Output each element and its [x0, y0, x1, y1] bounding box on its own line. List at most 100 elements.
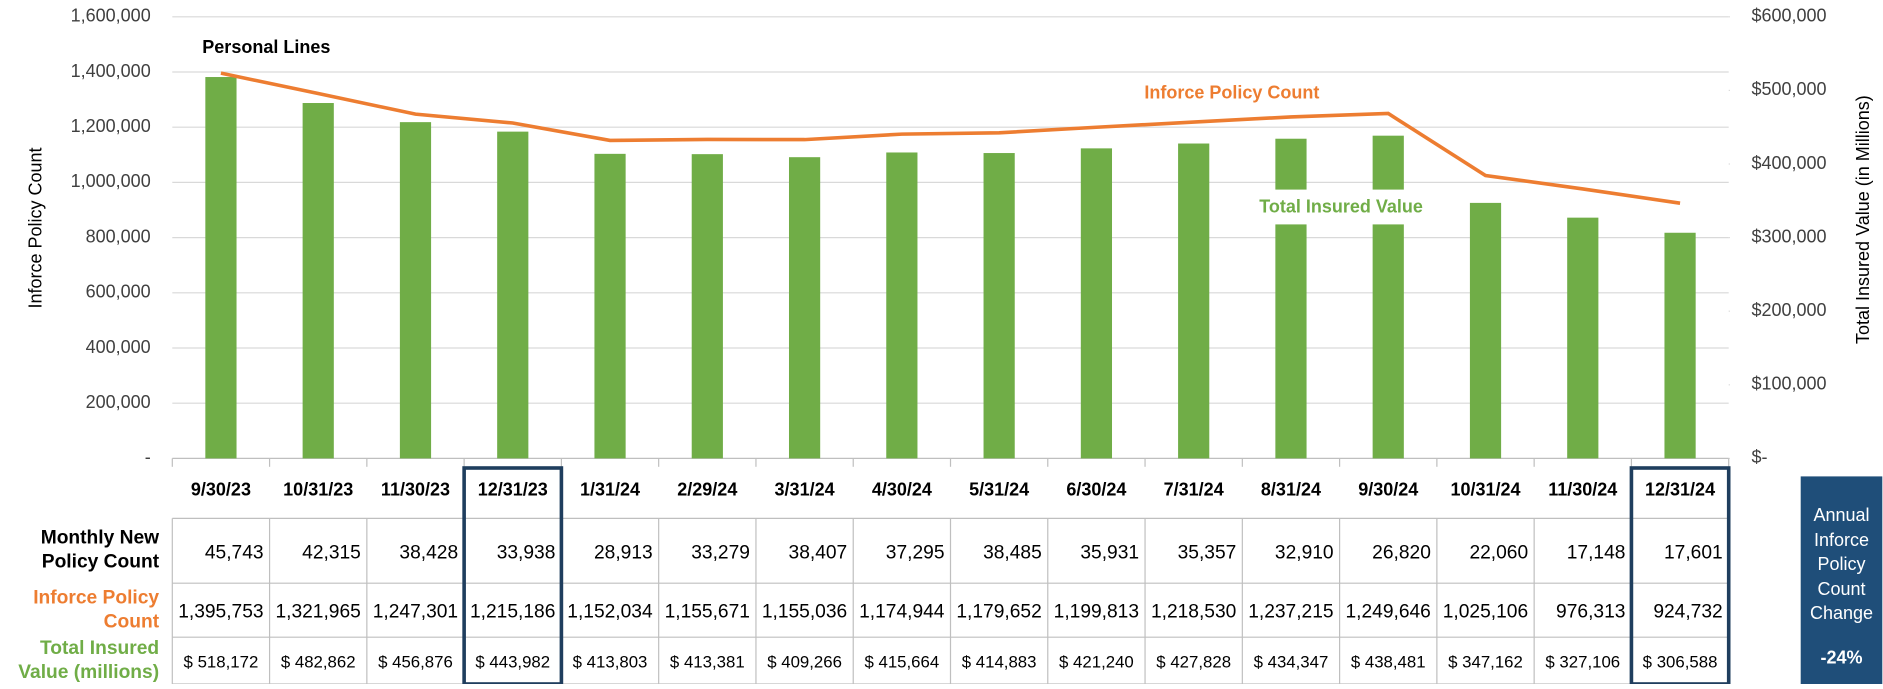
label-bg	[1251, 189, 1432, 225]
bar	[983, 153, 1015, 459]
table-cell: $ 413,381	[670, 652, 745, 671]
table-cell: 1,174,944	[859, 602, 945, 623]
side-label-box: Annual Inforce Policy Count Change	[1809, 505, 1874, 624]
table-cell: 1,321,965	[275, 602, 360, 623]
table-cell: 38,407	[789, 542, 848, 563]
y2-tick-label: $600,000	[1752, 6, 1827, 26]
line	[220, 71, 1681, 205]
row-label-box: Total Insured Value (millions)	[18, 637, 160, 683]
y2-tick-label: $400,000	[1752, 153, 1827, 173]
column-header: 5/31/24	[969, 480, 1029, 500]
bar	[594, 153, 626, 459]
table-cell: 45,743	[205, 542, 264, 563]
y-tick-label: 1,200,000	[71, 116, 151, 136]
y2-tick-label: $200,000	[1752, 300, 1827, 320]
bar	[302, 103, 334, 459]
side-label: Annual Inforce Policy Count Change	[1809, 505, 1874, 624]
table-cell: 35,357	[1178, 542, 1237, 563]
grid	[172, 16, 1729, 404]
table-cell: $ 482,862	[281, 652, 356, 671]
bar	[1567, 217, 1599, 459]
table-cell: $ 427,828	[1156, 652, 1231, 671]
series-label: Total Insured Value	[1259, 196, 1423, 216]
column-header: 1/31/24	[580, 480, 640, 500]
column-header: 10/31/23	[283, 480, 353, 500]
table-cell: $ 518,172	[184, 652, 259, 671]
column-header: 4/30/24	[872, 480, 932, 500]
column-header: 12/31/23	[478, 480, 548, 500]
column-header: 12/31/24	[1645, 480, 1715, 500]
table-cell: $ 413,803	[573, 652, 648, 671]
bar	[1178, 143, 1210, 459]
table-cell: 38,485	[983, 542, 1042, 563]
table-cell: $ 306,588	[1643, 652, 1718, 671]
table-cell: $ 327,106	[1545, 652, 1620, 671]
bar	[399, 122, 432, 459]
table-cell: 38,428	[399, 542, 458, 563]
table-cell: $ 456,876	[378, 652, 453, 671]
y-tick-label: 1,400,000	[71, 61, 151, 81]
column-header: 6/30/24	[1066, 480, 1126, 500]
table-cell: 1,179,652	[956, 602, 1041, 623]
table-cell: 1,237,215	[1248, 602, 1333, 623]
bar	[886, 152, 918, 459]
y-tick-label: 1,600,000	[71, 6, 151, 26]
table-cell: 17,601	[1664, 542, 1723, 563]
row-label: Inforce Policy Count	[33, 587, 160, 632]
table-cell: 32,910	[1275, 542, 1334, 563]
table-cell: 924,732	[1653, 602, 1722, 623]
table-cell: 37,295	[886, 542, 945, 563]
table-cell: 1,152,034	[567, 602, 653, 623]
table-cell: 33,938	[497, 542, 556, 563]
bar	[1080, 148, 1113, 459]
table-cell: $ 421,240	[1059, 652, 1134, 671]
bar	[691, 154, 723, 459]
table-cell: $ 434,347	[1254, 652, 1329, 671]
bar	[788, 157, 821, 459]
bar	[1664, 232, 1696, 459]
column-header: 9/30/23	[191, 480, 251, 500]
y2-tick-label: $100,000	[1752, 374, 1827, 394]
table-cell: $ 438,481	[1351, 652, 1426, 671]
table-cell: 28,913	[594, 542, 653, 563]
column-header: 2/29/24	[677, 480, 737, 500]
chart-title: Personal Lines	[202, 37, 330, 57]
table-cell: $ 414,883	[962, 652, 1037, 671]
table-cell: 1,395,753	[178, 602, 263, 623]
column-header: 7/31/24	[1164, 480, 1224, 500]
y-tick-label: 400,000	[86, 337, 151, 357]
table-cell: 1,249,646	[1346, 602, 1431, 623]
table-cell: 976,313	[1556, 602, 1625, 623]
column-header: 11/30/23	[381, 480, 450, 500]
table-cell: 1,155,671	[665, 602, 750, 623]
y2-tick-label: $500,000	[1752, 79, 1827, 99]
y2-axis-label: Total Insured Value (in Millions)	[1853, 95, 1873, 344]
table-cell: 1,218,530	[1151, 602, 1236, 623]
table-cell: 1,025,106	[1443, 602, 1528, 623]
row-label: Monthly New Policy Count	[40, 528, 160, 573]
row-label-box: Inforce Policy Count	[33, 587, 160, 632]
table-cell: 1,199,813	[1054, 602, 1139, 623]
bar	[205, 77, 237, 459]
bar	[1275, 138, 1307, 459]
y-tick-label: 800,000	[86, 226, 151, 246]
column-header: 11/30/24	[1548, 480, 1617, 500]
table-cell: 33,279	[691, 542, 750, 563]
column-header: 8/31/24	[1261, 480, 1321, 500]
bar	[1372, 135, 1404, 459]
column-header: 3/31/24	[775, 480, 835, 500]
table-cell: $ 415,664	[864, 652, 939, 671]
y2-tick-label: $-	[1752, 447, 1768, 467]
table-cell: 1,155,036	[762, 602, 847, 623]
y2-tick-label: $300,000	[1752, 226, 1827, 246]
row-label-box: Monthly New Policy Count	[40, 528, 160, 573]
column-header: 10/31/24	[1450, 480, 1520, 500]
table-cell: $ 347,162	[1448, 652, 1523, 671]
column-header: 9/30/24	[1358, 480, 1418, 500]
table-cell: $ 443,982	[475, 652, 550, 671]
table-cell: 22,060	[1469, 542, 1528, 563]
bar	[1469, 202, 1502, 459]
side-value: -24%	[1820, 648, 1862, 668]
row-label: Total Insured Value (millions)	[18, 637, 160, 683]
